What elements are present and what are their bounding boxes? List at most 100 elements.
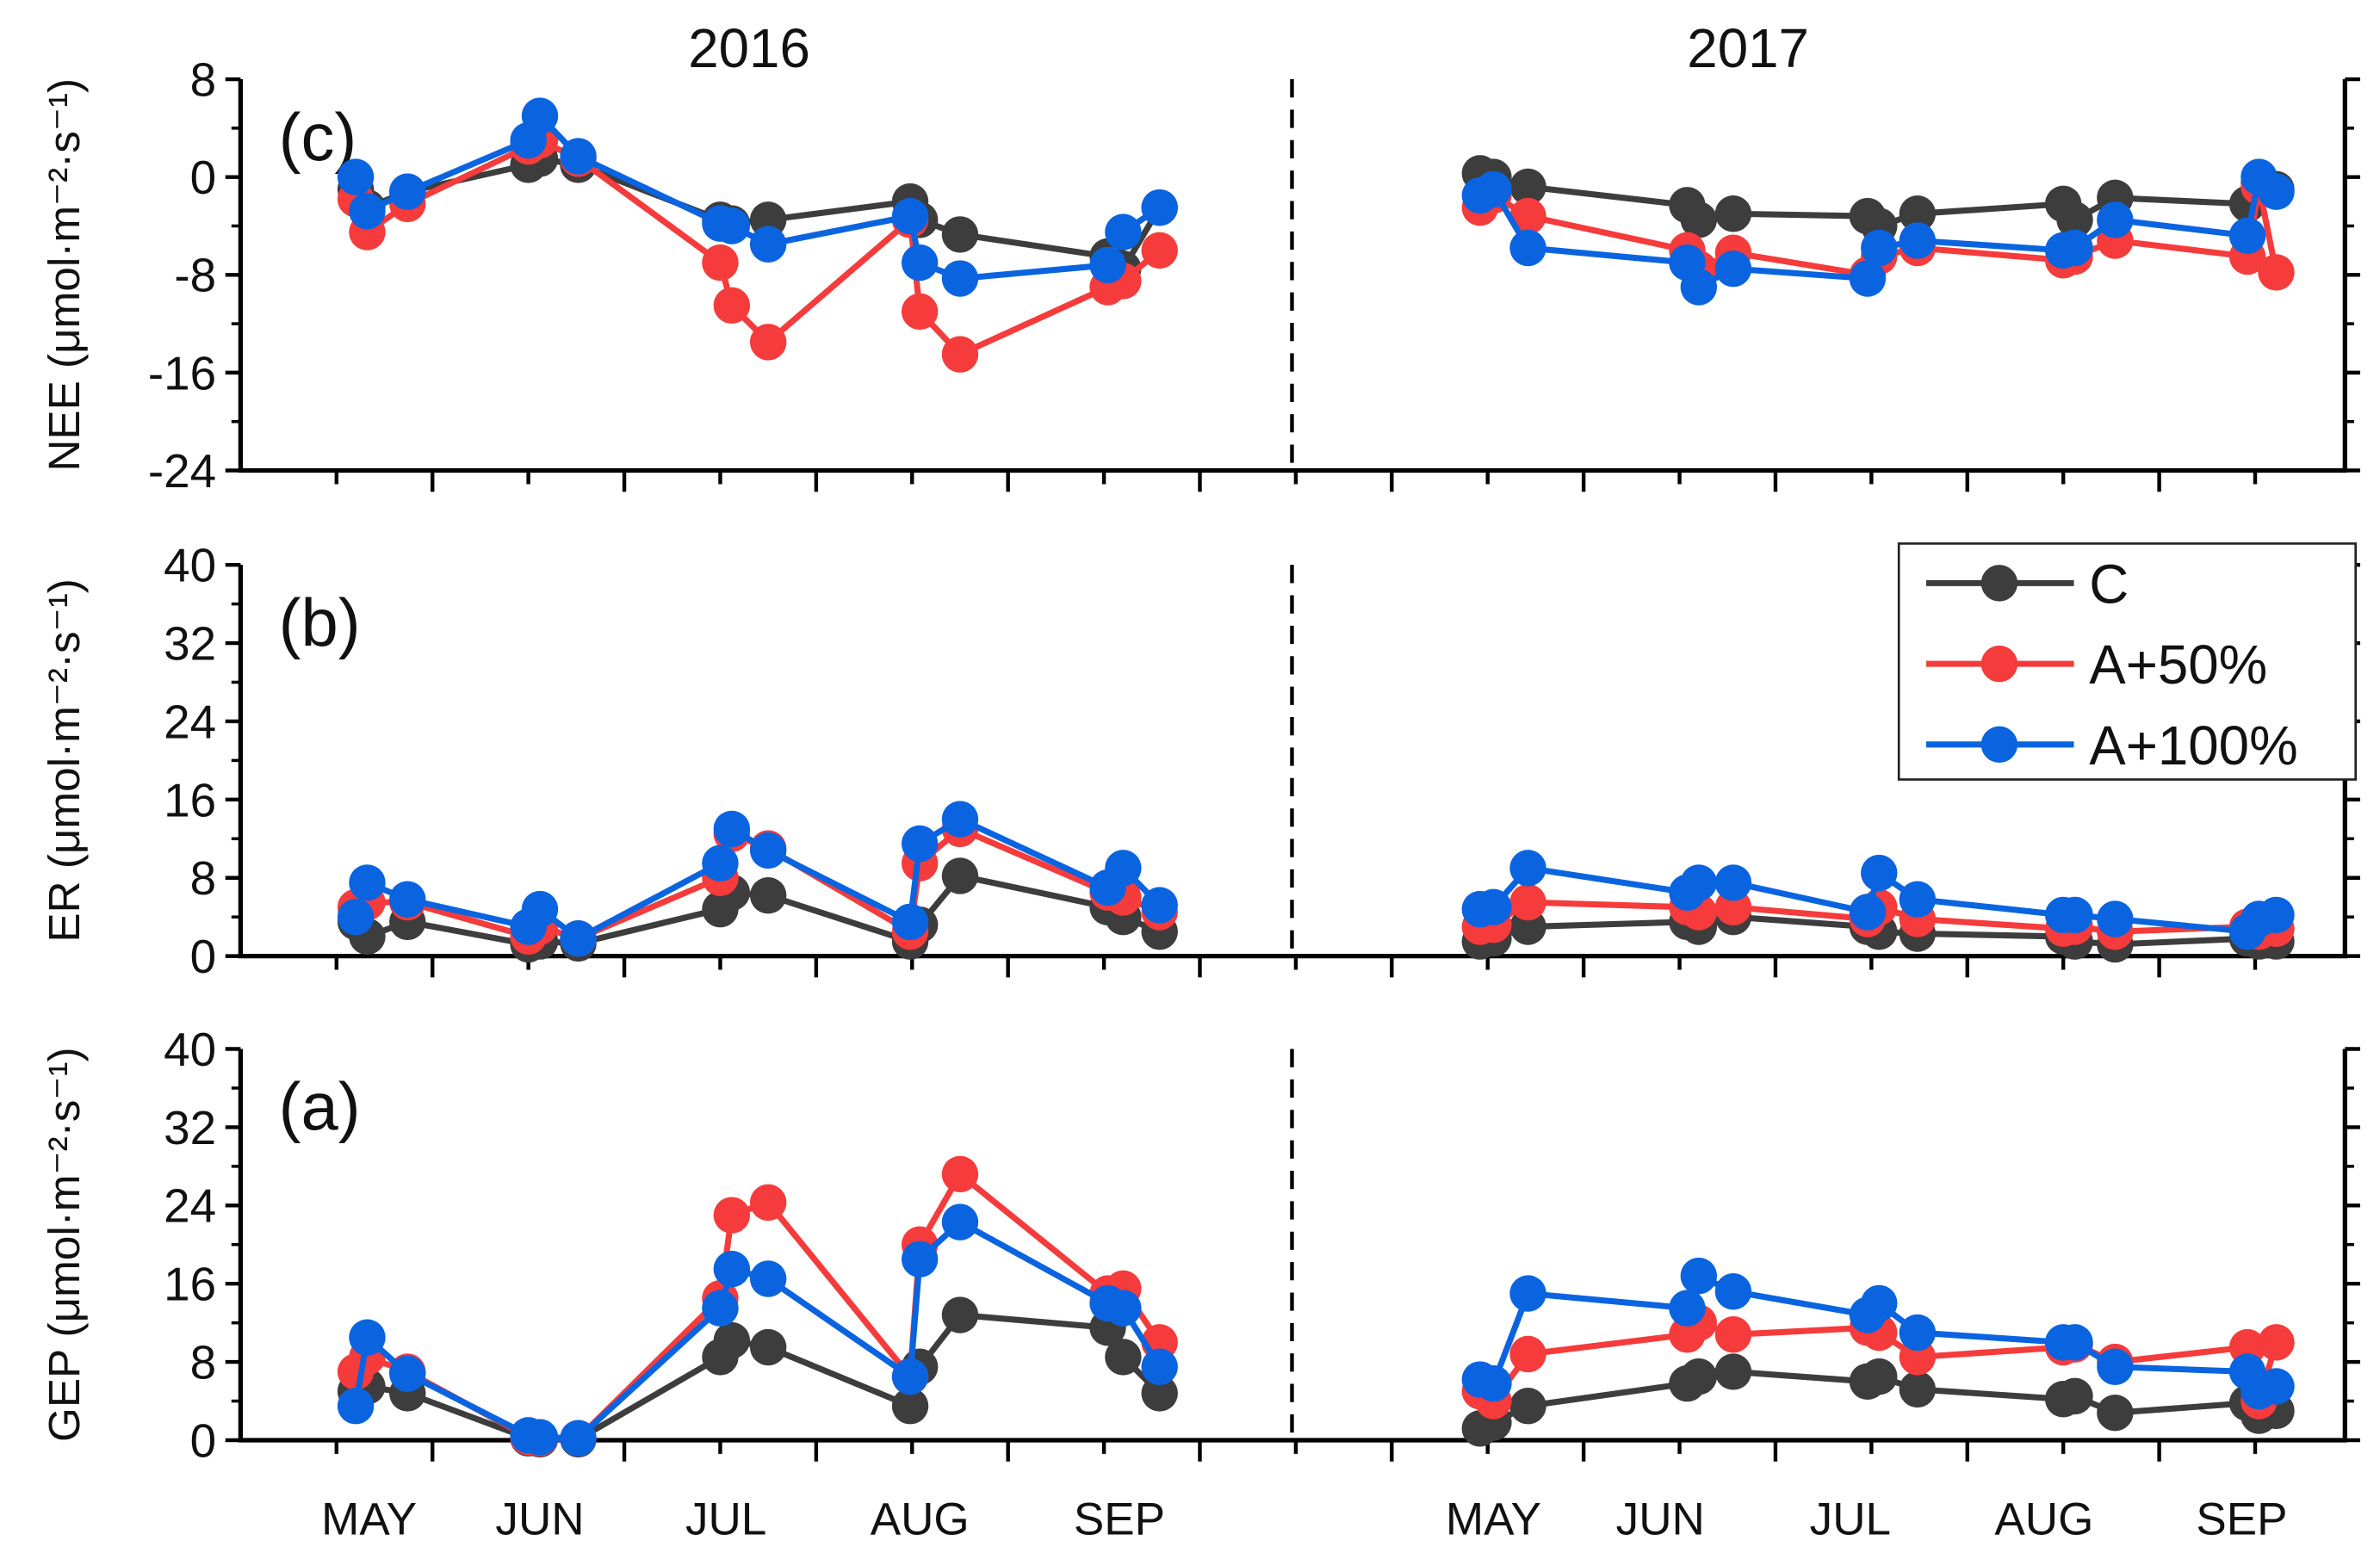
panel-label: (c) <box>279 101 357 175</box>
data-point <box>521 1419 559 1456</box>
data-point <box>2258 254 2295 291</box>
data-point <box>891 903 929 941</box>
data-point <box>1861 1284 1898 1322</box>
data-point <box>713 1197 751 1234</box>
data-point <box>891 197 929 235</box>
series-A100 <box>337 1203 2295 1457</box>
data-point <box>1714 1273 1752 1310</box>
data-point <box>1509 168 1546 206</box>
data-point <box>749 1328 787 1366</box>
data-point <box>337 158 375 195</box>
legend-marker <box>1980 565 2018 602</box>
data-point <box>901 825 939 863</box>
data-point <box>702 844 739 882</box>
y-tick-label: 24 <box>164 695 216 748</box>
data-point <box>1509 883 1546 921</box>
y-tick-label: -24 <box>148 444 216 498</box>
panel-er: 40 32 24 16 8 0 ER (μmol·m⁻²·s⁻¹) (b) <box>40 539 2361 983</box>
y-tick-label: -16 <box>148 346 216 399</box>
data-point <box>1899 1370 1937 1408</box>
legend-marker <box>1980 645 2018 683</box>
panel-label: (a) <box>279 1070 361 1144</box>
legend-entry-label: A+100% <box>2089 715 2297 776</box>
legend-entry-label: C <box>2089 554 2129 615</box>
month-label: MAY <box>321 1494 417 1545</box>
y-tick-label: 32 <box>164 1101 216 1154</box>
data-point <box>1680 201 1718 238</box>
legend-marker <box>1980 726 2018 764</box>
data-point <box>1141 1375 1178 1412</box>
data-point <box>1680 864 1718 901</box>
data-point <box>941 1155 979 1193</box>
data-point <box>2228 217 2266 255</box>
panel-gep: 40 32 24 16 8 0 GEP (μmol·m⁻²·s⁻¹) (a) <box>40 1023 2361 1467</box>
data-point <box>1141 189 1178 226</box>
data-point <box>389 173 426 210</box>
data-point <box>337 898 375 936</box>
data-point <box>749 226 787 263</box>
data-point <box>1861 229 1898 267</box>
data-point <box>1714 1316 1752 1353</box>
data-point <box>891 1358 929 1395</box>
month-label: AUG <box>871 1494 970 1545</box>
legend: C A+50% A+100% <box>1897 542 2358 781</box>
year-title-2017: 2017 <box>1687 18 1809 79</box>
month-label: JUL <box>1810 1494 1891 1545</box>
data-point <box>1680 269 1718 306</box>
data-point <box>349 1319 386 1356</box>
data-point <box>560 138 597 175</box>
y-tick-label: 8 <box>190 851 216 905</box>
data-point <box>349 193 386 230</box>
data-point <box>521 97 559 134</box>
data-point <box>1105 1290 1142 1327</box>
y-tick-label: 24 <box>164 1179 216 1233</box>
y-tick-label: -8 <box>174 249 216 302</box>
data-point <box>749 324 787 361</box>
series-C <box>337 140 2295 288</box>
data-point <box>2056 896 2093 934</box>
data-point <box>337 1387 375 1425</box>
data-point <box>1669 1290 1706 1327</box>
data-point <box>749 1184 787 1222</box>
data-point <box>2097 900 2134 937</box>
data-point <box>749 876 787 914</box>
data-point <box>2056 1324 2093 1361</box>
data-point <box>941 336 979 373</box>
data-point <box>1680 1358 1718 1395</box>
data-point <box>1714 1353 1752 1390</box>
y-tick-label: 16 <box>164 1258 216 1311</box>
data-point <box>1899 222 1937 259</box>
y-axis-label: GEP (μmol·m⁻²·s⁻¹) <box>40 1047 89 1442</box>
data-point <box>1089 246 1126 284</box>
data-point <box>2258 1324 2295 1361</box>
data-point <box>1714 250 1752 288</box>
data-point <box>1475 1364 1512 1402</box>
data-point <box>1849 260 1887 297</box>
data-point <box>1509 1387 1546 1425</box>
data-point <box>901 1240 939 1278</box>
data-point <box>389 881 426 918</box>
series-A100 <box>337 801 2295 957</box>
y-tick-label: 40 <box>164 539 216 592</box>
y-tick-label: 0 <box>190 151 216 204</box>
data-point <box>1141 232 1178 269</box>
data-point <box>749 832 787 869</box>
month-label: SEP <box>1074 1494 1165 1545</box>
month-label: JUN <box>1616 1494 1705 1545</box>
y-tick-label: 32 <box>164 617 216 671</box>
data-point <box>941 216 979 253</box>
y-tick-label: 0 <box>190 1414 216 1467</box>
data-point <box>1714 864 1752 901</box>
series-A100 <box>337 97 2295 306</box>
data-point <box>941 801 979 838</box>
y-axis-label: ER (μmol·m⁻²·s⁻¹) <box>40 578 89 943</box>
month-label: JUL <box>685 1494 766 1545</box>
panel-nee: 8 0 -8 -16 -24 NEE (μmol·m⁻²·s⁻¹) (c) <box>40 53 2361 498</box>
data-point <box>1509 850 1546 887</box>
legend-entry-label: A+50% <box>2089 634 2267 696</box>
data-point <box>2258 1368 2295 1405</box>
data-point <box>1105 213 1142 251</box>
data-point <box>2097 1394 2134 1432</box>
y-tick-label: 0 <box>190 930 216 983</box>
data-point <box>702 1290 739 1327</box>
